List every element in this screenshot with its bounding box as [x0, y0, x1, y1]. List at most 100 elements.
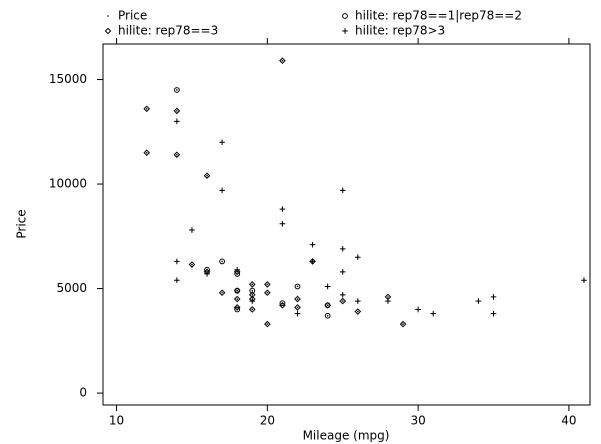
point [173, 87, 180, 93]
point [357, 310, 359, 313]
point [326, 314, 329, 317]
point [279, 57, 286, 65]
point [279, 300, 286, 307]
legend-label: hilite: rep78==1|rep78==2 [355, 9, 522, 23]
point [324, 283, 331, 290]
legend-symbol [342, 13, 348, 19]
point [233, 287, 241, 294]
point [219, 258, 226, 265]
point [174, 277, 180, 284]
point [279, 206, 286, 212]
point [176, 110, 178, 112]
point [341, 300, 344, 302]
point [264, 281, 271, 288]
plot-frame [102, 43, 591, 406]
point [188, 261, 196, 268]
y-tick-label: 10000 [49, 177, 87, 191]
point [145, 108, 148, 110]
point [248, 281, 256, 288]
point [490, 294, 497, 300]
legend-symbol [104, 27, 112, 35]
point [264, 289, 271, 297]
point [266, 283, 269, 286]
point [218, 289, 226, 297]
point [266, 291, 269, 294]
point [326, 304, 329, 307]
point [339, 292, 346, 298]
point [281, 59, 284, 62]
point [219, 187, 225, 194]
point [387, 296, 389, 298]
y-axis-label: Price [15, 209, 29, 238]
point [294, 295, 301, 303]
point [279, 301, 286, 309]
point [296, 306, 299, 309]
point [399, 320, 407, 328]
point [176, 89, 178, 91]
point [248, 306, 256, 313]
legend-symbol [342, 28, 348, 34]
point [233, 268, 241, 276]
point [176, 153, 178, 156]
point [249, 287, 256, 294]
point [249, 298, 256, 304]
point [354, 308, 362, 315]
point [430, 310, 436, 317]
point [236, 298, 238, 300]
x-axis-label: Mileage (mpg) [303, 429, 390, 443]
legend-symbol [107, 15, 109, 17]
point [143, 149, 151, 157]
point [490, 310, 497, 317]
point [339, 269, 346, 275]
point [294, 310, 301, 317]
point [294, 304, 301, 311]
point [234, 266, 240, 273]
point [174, 118, 180, 125]
point [475, 298, 482, 304]
point [296, 298, 299, 300]
y-tick-label: 0 [79, 386, 87, 400]
x-tick-label: 20 [260, 414, 275, 428]
y-tick-label: 5000 [56, 281, 87, 295]
point [581, 277, 587, 284]
point [251, 294, 254, 296]
point [264, 320, 271, 328]
x-tick-label: 40 [561, 414, 576, 428]
point [251, 308, 254, 311]
point [355, 254, 361, 261]
point [204, 271, 210, 277]
point [294, 283, 301, 290]
x-tick-label: 10 [109, 414, 124, 428]
point [236, 289, 238, 292]
point [279, 220, 286, 227]
point [251, 283, 254, 286]
point [385, 298, 391, 304]
point [191, 263, 193, 266]
point [173, 107, 181, 115]
point [173, 151, 181, 159]
legend-label: hilite: rep78==3 [118, 24, 218, 38]
legend-label: hilite: rep78>3 [355, 24, 445, 38]
point [234, 306, 241, 313]
point [339, 297, 347, 305]
point [233, 304, 241, 311]
point [339, 187, 346, 194]
point [355, 298, 361, 304]
point [309, 258, 316, 265]
point [251, 289, 254, 292]
point [266, 323, 269, 325]
y-tick-label: 15000 [49, 72, 87, 86]
x-tick-label: 30 [410, 414, 425, 428]
point [324, 312, 331, 319]
point [203, 172, 211, 179]
point [143, 105, 151, 113]
legend-label: Price [118, 9, 147, 23]
point [415, 306, 421, 313]
point [296, 285, 299, 288]
point [324, 301, 331, 309]
point [402, 323, 404, 325]
point [206, 174, 208, 177]
point [233, 295, 241, 303]
point [248, 291, 256, 299]
point [219, 139, 225, 146]
